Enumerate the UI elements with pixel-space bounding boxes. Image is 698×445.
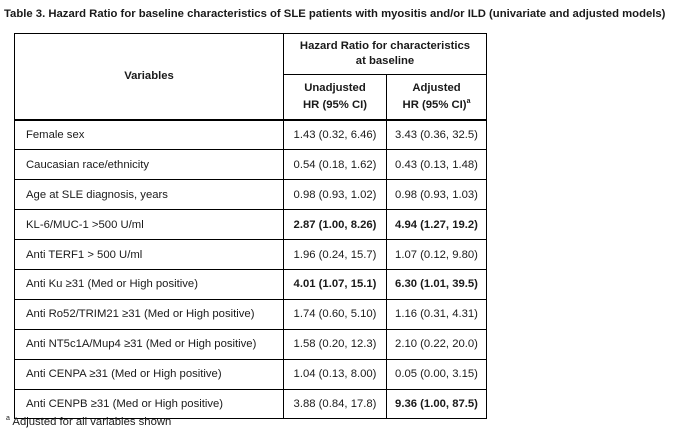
variable-cell: Anti TERF1 > 500 U/ml <box>14 239 284 270</box>
table-row: KL-6/MUC-1 >500 U/ml 2.87 (1.00, 8.26) 4… <box>14 209 487 241</box>
table-row: Age at SLE diagnosis, years 0.98 (0.93, … <box>14 179 487 211</box>
adjusted-header-line2: HR (95% CI) <box>402 98 467 111</box>
adjusted-superscript: a <box>466 97 471 105</box>
unadjusted-hr-cell: 4.01 (1.07, 15.1) <box>283 269 387 300</box>
adjusted-hr-cell: 2.10 (0.22, 20.0) <box>386 329 487 360</box>
footnote-marker: a <box>6 415 10 423</box>
table-row: Anti TERF1 > 500 U/ml 1.96 (0.24, 15.7) … <box>14 239 487 270</box>
unadjusted-hr-cell: 1.04 (0.13, 8.00) <box>283 359 387 390</box>
adjusted-hr-cell: 1.07 (0.12, 9.80) <box>386 239 487 270</box>
unadjusted-header-line2: HR (95% CI) <box>302 98 368 111</box>
adjusted-hr-cell: 0.98 (0.93, 1.03) <box>386 179 487 211</box>
variable-cell: Anti Ku ≥31 (Med or High positive) <box>14 269 284 300</box>
variable-cell: Age at SLE diagnosis, years <box>14 179 284 211</box>
unadjusted-column-header: Unadjusted HR (95% CI) <box>283 74 387 121</box>
adjusted-hr-cell: 6.30 (1.01, 39.5) <box>386 269 487 300</box>
table-row: Anti NT5c1A/Mup4 ≥31 (Med or High positi… <box>14 329 487 360</box>
table-row: Anti CENPA ≥31 (Med or High positive) 1.… <box>14 359 487 390</box>
unadjusted-hr-cell: 1.96 (0.24, 15.7) <box>283 239 387 270</box>
variable-cell: Anti CENPA ≥31 (Med or High positive) <box>14 359 284 390</box>
unadjusted-hr-cell: 1.43 (0.32, 6.46) <box>283 119 387 151</box>
table-title: Table 3. Hazard Ratio for baseline chara… <box>4 8 666 20</box>
adjusted-hr-cell: 0.43 (0.13, 1.48) <box>386 149 487 181</box>
table-row: Anti CENPB ≥31 (Med or High positive) 3.… <box>14 389 487 420</box>
variable-cell: Female sex <box>14 119 284 151</box>
footnote-text: Adjusted for all variables shown <box>9 416 172 428</box>
variable-cell: Anti NT5c1A/Mup4 ≥31 (Med or High positi… <box>14 329 284 360</box>
adjusted-column-header: Adjusted HR (95% CI)a <box>386 74 487 121</box>
adjusted-hr-cell: 9.36 (1.00, 87.5) <box>386 389 487 420</box>
unadjusted-hr-cell: 0.54 (0.18, 1.62) <box>283 149 387 181</box>
unadjusted-hr-cell: 2.87 (1.00, 8.26) <box>283 209 387 241</box>
unadjusted-hr-cell: 3.88 (0.84, 17.8) <box>283 389 387 420</box>
variable-cell: Caucasian race/ethnicity <box>14 149 284 181</box>
hazard-ratio-group-header: Hazard Ratio for characteristics at base… <box>283 33 487 75</box>
unadjusted-hr-cell: 0.98 (0.93, 1.02) <box>283 179 387 211</box>
table-row: Anti Ku ≥31 (Med or High positive) 4.01 … <box>14 269 487 300</box>
unadjusted-header-line1: Unadjusted <box>304 81 366 94</box>
hazard-ratio-table: Variables Hazard Ratio for characteristi… <box>14 33 487 420</box>
unadjusted-hr-cell: 1.74 (0.60, 5.10) <box>283 299 387 330</box>
adjusted-hr-cell: 1.16 (0.31, 4.31) <box>386 299 487 330</box>
table-row: Caucasian race/ethnicity 0.54 (0.18, 1.6… <box>14 149 487 181</box>
adjusted-hr-cell: 3.43 (0.36, 32.5) <box>386 119 487 151</box>
footnote: a Adjusted for all variables shown <box>6 415 172 428</box>
unadjusted-hr-cell: 1.58 (0.20, 12.3) <box>283 329 387 360</box>
adjusted-hr-cell: 4.94 (1.27, 19.2) <box>386 209 487 241</box>
table-row: Female sex 1.43 (0.32, 6.46) 3.43 (0.36,… <box>14 119 487 151</box>
variable-cell: Anti Ro52/TRIM21 ≥31 (Med or High positi… <box>14 299 284 330</box>
variable-cell: KL-6/MUC-1 >500 U/ml <box>14 209 284 241</box>
table-row: Anti Ro52/TRIM21 ≥31 (Med or High positi… <box>14 299 487 330</box>
adjusted-header-line1: Adjusted <box>412 81 461 94</box>
variable-cell: Anti CENPB ≥31 (Med or High positive) <box>14 389 284 420</box>
variables-header: Variables <box>14 33 284 121</box>
adjusted-hr-cell: 0.05 (0.00, 3.15) <box>386 359 487 390</box>
